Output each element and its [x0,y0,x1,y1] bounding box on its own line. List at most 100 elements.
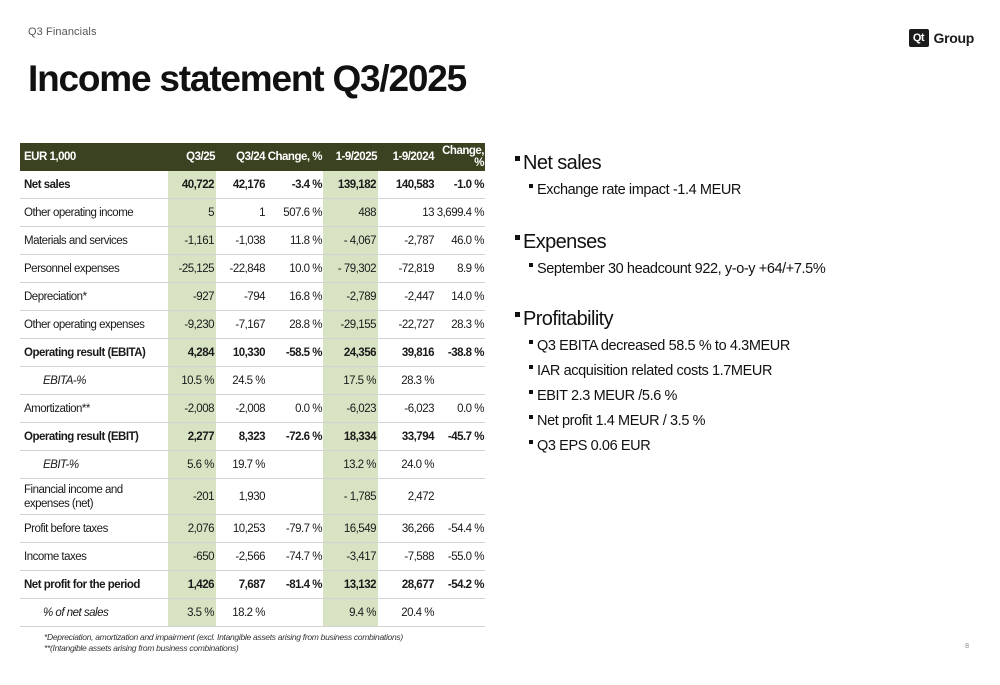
table-header-row: EUR 1,000 Q3/25 Q3/24 Change, % 1-9/2025… [20,143,485,171]
table-cell: 16.8 % [266,282,323,311]
table-cell: -54.4 % [435,514,485,543]
column-header: Change, % [435,143,485,171]
table-cell: -74.7 % [266,542,323,571]
table-cell: 33,794 [378,422,435,451]
row-label: Profit before taxes [20,514,168,543]
row-label: % of net sales [20,598,168,627]
column-header: Change, % [266,143,323,171]
table-row: % of net sales 3.5 % 18.2 % 9.4 % 20.4 % [20,598,485,627]
table-cell: 42,176 [216,171,266,199]
table-row: Net profit for the period 1,426 7,687 -81.4… [20,570,485,599]
table-row: Financial income and expenses (net) -201 1… [20,478,485,515]
row-label: Financial income and expenses (net) [20,478,168,515]
table-cell: 16,549 [323,514,378,543]
table-cell: 36,266 [378,514,435,543]
table-cell: -2,008 [216,394,266,423]
table-cell: 5 [168,198,216,227]
table-cell: 40,722 [168,171,216,199]
table-cell [266,478,323,515]
footnote: **(Intangible assets arising from busine… [44,643,239,653]
bullet-icon [515,312,520,317]
table-cell: -81.4 % [266,570,323,599]
table-cell: 140,583 [378,171,435,199]
table-cell: -29,155 [323,310,378,339]
page-number: 8 [965,643,969,650]
table-cell: -22,848 [216,254,266,283]
table-row: Materials and services -1,161 -1,038 11.8 %… [20,226,485,255]
table-cell: -38.8 % [435,338,485,367]
bullet-icon [529,389,533,394]
table-cell: - 79,302 [323,254,378,283]
row-label: Operating result (EBITA) [20,338,168,367]
table-row: Profit before taxes 2,076 10,253 -79.7 % 16,… [20,514,485,543]
table-row: Depreciation* -927 -794 16.8 % -2,789 -2,447 1… [20,282,485,311]
table-row: EBITA-% 10.5 % 24.5 % 17.5 % 28.3 % [20,366,485,395]
table-cell: 13 [378,198,435,227]
column-header: EUR 1,000 [20,143,168,171]
table-cell: -6,023 [378,394,435,423]
table-cell: -2,787 [378,226,435,255]
table-cell: 1,426 [168,570,216,599]
table-cell: -54.2 % [435,570,485,599]
table-cell: -650 [168,542,216,571]
table-cell: 4,284 [168,338,216,367]
bullet-heading: Expenses [515,229,985,256]
table-cell: 19.7 % [216,450,266,479]
bullet-icon [529,364,533,369]
logo-text: Group [933,30,975,46]
income-statement-table: EUR 1,000 Q3/25 Q3/24 Change, % 1-9/2025… [20,143,485,627]
bullet-item: Q3 EBITA decreased 58.5 % to 4.3MEUR [515,333,985,358]
bullet-icon [529,262,533,267]
row-label: Income taxes [20,542,168,571]
table-cell: -1.0 % [435,171,485,199]
column-header: 1-9/2024 [378,143,435,171]
table-cell: 18,334 [323,422,378,451]
table-cell: 2,472 [378,478,435,515]
table-cell: -45.7 % [435,422,485,451]
row-label: EBIT-% [20,450,168,479]
table-cell: -927 [168,282,216,311]
row-label: Other operating income [20,198,168,227]
table-cell: -72,819 [378,254,435,283]
table-cell: -2,566 [216,542,266,571]
table-cell: 8,323 [216,422,266,451]
row-label: Net profit for the period [20,570,168,599]
table-cell: 10.0 % [266,254,323,283]
qt-logo-icon: Qt [908,29,929,47]
table-cell: -2,008 [168,394,216,423]
bullet-item: Exchange rate impact -1.4 MEUR [515,177,985,202]
table-cell: -7,167 [216,310,266,339]
table-cell: -3.4 % [266,171,323,199]
table-cell: -2,789 [323,282,378,311]
table-cell: -3,417 [323,542,378,571]
table-cell: 10.5 % [168,366,216,395]
table-cell: 13,132 [323,570,378,599]
row-label: Depreciation* [20,282,168,311]
bullet-icon [529,414,533,419]
table-cell: -79.7 % [266,514,323,543]
table-cell [435,478,485,515]
table-cell: 28.3 % [378,366,435,395]
table-cell: 11.8 % [266,226,323,255]
table-cell: 507.6 % [266,198,323,227]
table-cell: -1,161 [168,226,216,255]
bullet-heading: Profitability [515,306,985,333]
column-header: Q3/24 [216,143,266,171]
table-cell: 0.0 % [435,394,485,423]
bullet-icon [529,183,533,188]
section-label: Q3 Financials [28,26,97,38]
table-cell: 10,330 [216,338,266,367]
table-cell: -72.6 % [266,422,323,451]
bullet-item: EBIT 2.3 MEUR /5.6 % [515,383,985,408]
table-cell: -58.5 % [266,338,323,367]
table-cell: 8.9 % [435,254,485,283]
table-cell: -7,588 [378,542,435,571]
table-row: Other operating income 5 1 507.6 % 488 13 3,69… [20,198,485,227]
table-cell: 3.5 % [168,598,216,627]
table-cell: 14.0 % [435,282,485,311]
table-cell: 13.2 % [323,450,378,479]
table-cell: 2,076 [168,514,216,543]
table-cell: 488 [323,198,378,227]
table-cell [435,366,485,395]
table-cell: -22,727 [378,310,435,339]
